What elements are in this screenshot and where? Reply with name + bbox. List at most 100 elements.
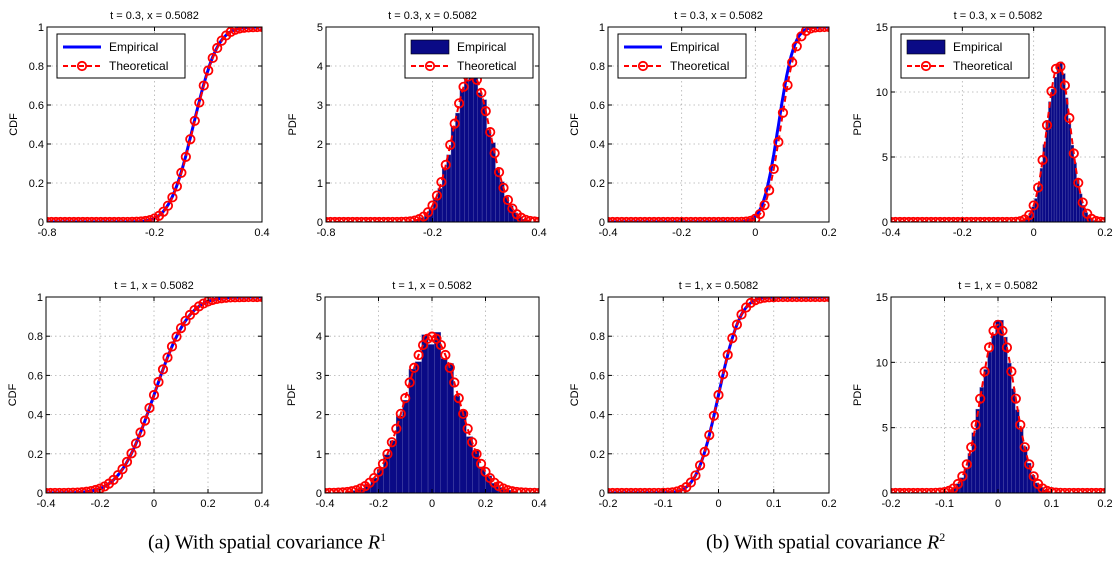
theoretical-marker <box>676 216 687 222</box>
theoretical-marker <box>453 393 464 404</box>
y-tick-label: 0 <box>317 217 323 229</box>
theoretical-marker <box>773 136 784 148</box>
theoretical-marker <box>86 216 97 222</box>
theoretical-marker <box>690 216 701 222</box>
x-tick-label: 0 <box>752 227 758 239</box>
theoretical-marker <box>445 139 456 150</box>
theoretical-marker <box>139 415 151 426</box>
theoretical-marker <box>489 148 500 159</box>
theoretical-marker <box>685 216 696 222</box>
theoretical-marker <box>966 442 977 453</box>
theoretical-marker <box>386 437 397 448</box>
theoretical-marker <box>230 27 241 35</box>
theoretical-curve <box>891 323 1105 493</box>
theoretical-marker <box>1046 86 1057 97</box>
theoretical-marker <box>908 216 919 222</box>
theoretical-marker <box>485 127 496 138</box>
theoretical-marker <box>462 423 473 434</box>
theoretical-marker <box>782 80 793 91</box>
theoretical-marker <box>787 57 798 68</box>
x-tick-label: -0.8 <box>38 227 57 239</box>
theoretical-marker <box>175 322 187 334</box>
histogram-bar <box>995 320 1000 493</box>
histogram-bar <box>415 361 422 493</box>
axes-box <box>607 26 830 223</box>
theoretical-marker <box>690 470 701 481</box>
x-tick-label: 0 <box>995 498 1001 510</box>
theoretical-marker <box>440 349 451 361</box>
theoretical-marker <box>671 216 683 222</box>
legend-swatch-empirical <box>906 39 946 55</box>
histogram-bar <box>1062 73 1066 222</box>
theoretical-marker <box>1059 80 1070 91</box>
theoretical-marker <box>326 216 336 222</box>
y-tick-label: 0.8 <box>590 331 605 343</box>
theoretical-marker <box>819 297 829 303</box>
legend-label-empirical: Empirical <box>109 40 158 54</box>
theoretical-marker <box>77 216 88 222</box>
y-tick-label: 4 <box>317 61 323 73</box>
theoretical-marker <box>162 200 174 211</box>
y-tick-label: 0.4 <box>28 410 43 422</box>
theoretical-marker <box>934 216 946 222</box>
theoretical-marker <box>203 65 214 76</box>
y-tick-label: 0.8 <box>28 331 43 343</box>
x-tick-label: -0.4 <box>882 227 901 239</box>
theoretical-marker <box>467 437 478 448</box>
theoretical-marker <box>135 427 146 438</box>
theoretical-marker <box>171 181 182 192</box>
y-tick-label: 1 <box>599 292 605 304</box>
x-tick-label: -0.2 <box>599 498 618 510</box>
theoretical-marker <box>768 163 779 175</box>
theoretical-marker <box>449 118 460 129</box>
theoretical-curve <box>326 72 539 222</box>
theoretical-marker <box>493 167 505 178</box>
theoretical-marker <box>498 182 509 194</box>
y-axis-label: PDF <box>286 384 298 406</box>
theoretical-marker <box>662 216 673 222</box>
theoretical-marker <box>1086 213 1097 222</box>
theoretical-marker <box>694 216 706 222</box>
theoretical-marker <box>694 460 706 471</box>
y-tick-label: 0 <box>599 217 605 229</box>
theoretical-marker <box>671 486 683 493</box>
axes-box <box>890 26 1106 223</box>
theoretical-marker <box>454 98 465 109</box>
histogram-bar <box>1007 363 1012 493</box>
histogram-bar <box>468 75 474 222</box>
x-tick-label: -0.2 <box>672 227 691 239</box>
x-tick-label: 0.2 <box>200 498 215 510</box>
theoretical-marker <box>754 208 766 220</box>
theoretical-marker <box>983 342 995 353</box>
theoretical-marker <box>176 167 187 178</box>
theoretical-marker <box>983 216 995 222</box>
theoretical-marker <box>1028 200 1039 211</box>
theoretical-marker <box>82 216 93 222</box>
y-tick-label: 0.2 <box>29 178 44 190</box>
y-tick-label: 15 <box>876 292 888 304</box>
theoretical-marker <box>329 216 340 222</box>
histogram-bar <box>991 333 996 493</box>
theoretical-marker <box>1077 197 1088 208</box>
theoretical-marker <box>667 216 678 222</box>
x-tick-label: 0.4 <box>254 498 269 510</box>
theoretical-marker <box>621 216 632 222</box>
y-axis-label: CDF <box>8 113 20 136</box>
theoretical-marker <box>939 216 950 222</box>
theoretical-marker <box>736 309 747 320</box>
histogram-bar <box>427 344 435 493</box>
theoretical-marker <box>130 438 142 449</box>
caption-a: (a) With spatial covariance R1 <box>148 530 387 554</box>
theoretical-marker <box>699 446 710 457</box>
theoretical-marker <box>961 459 972 470</box>
chart-title: t = 1, x = 0.5082 <box>114 280 194 292</box>
theoretical-marker <box>343 216 354 222</box>
theoretical-marker <box>800 27 812 37</box>
histogram-bar <box>1048 101 1052 222</box>
y-tick-label: 2 <box>317 139 323 151</box>
theoretical-marker <box>55 216 66 222</box>
theoretical-marker <box>1006 366 1017 377</box>
theoretical-marker <box>612 216 623 222</box>
legend-swatch-empirical <box>410 39 450 55</box>
x-tick-label: -0.1 <box>935 498 954 510</box>
